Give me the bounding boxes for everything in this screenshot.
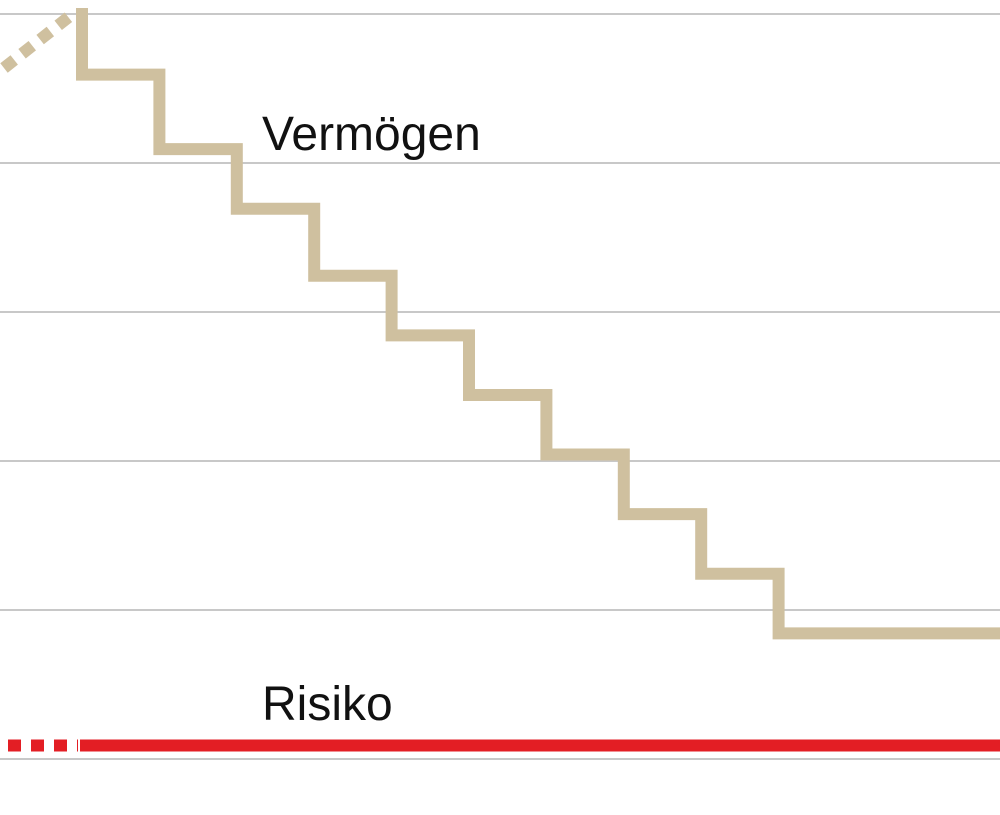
series-labels: Vermögen Risiko xyxy=(262,108,481,731)
series-lead-in-vermoegen xyxy=(0,11,74,73)
series-line-vermoegen xyxy=(76,8,1000,640)
series-label-risiko: Risiko xyxy=(262,678,393,731)
grid-lines xyxy=(0,13,1000,760)
series-layer xyxy=(0,8,1000,752)
series-label-vermoegen: Vermögen xyxy=(262,108,481,161)
